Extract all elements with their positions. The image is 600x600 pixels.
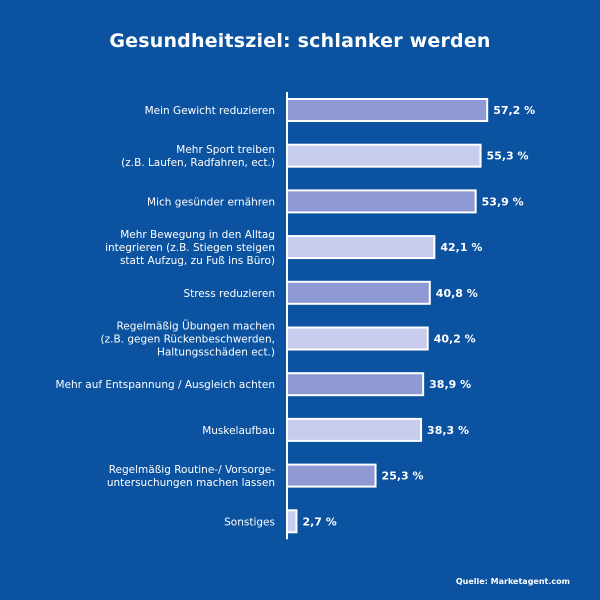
category-label-line: Muskelaufbau [202,425,275,437]
category-label: Regelmäßig Übungen machen (z.B. gegen Rüc… [101,320,275,359]
category-label-line: untersuchungen machen lassen [107,477,275,489]
bar-value-label: 57,2 % [493,104,535,117]
category-label: Regelmäßig Routine-/ Vorsorge-untersuchu… [107,464,275,489]
category-label-line: Mehr Sport treiben [176,144,275,156]
category-label: Stress reduzieren [183,288,275,300]
bar-value-label: 38,9 % [429,378,471,391]
bar-value-label: 2,7 % [302,515,336,528]
bar [286,98,489,122]
category-label: Mehr auf Entspannung / Ausgleich achten [55,379,275,391]
category-label-line: Mein Gewicht reduzieren [145,105,275,117]
chart-title: Gesundheitsziel: schlanker werden [109,30,491,52]
bar [286,326,429,351]
category-label: Mein Gewicht reduzieren [145,105,275,117]
category-label: Mehr Bewegung in den Alltag integrieren (… [105,229,275,267]
bar [286,417,423,442]
category-label-line: (z.B. gegen Rückenbeschwerden, [101,334,275,346]
category-label-line: Mehr Bewegung in den Alltag [120,229,275,241]
bar-value-label: 53,9 % [482,195,524,208]
category-label-line: (z.B. Laufen, Radfahren, ect.) [121,157,275,169]
category-label-line: Mehr auf Entspannung / Ausgleich achten [55,379,275,391]
category-label: Mich gesünder ernähren [147,196,275,208]
category-label: Mehr Sport treiben (z.B. Laufen, Radfahre… [121,144,275,169]
category-label-line: Stress reduzieren [183,288,275,300]
category-label: Sonstiges [224,516,275,528]
category-label-line: integrieren (z.B. Stiegen steigen [105,242,275,254]
bar-value-label: 42,1 % [440,241,482,254]
bar [286,189,477,214]
category-label-line: Sonstiges [224,516,275,528]
category-label: Muskelaufbau [202,425,275,437]
bar-value-label: 40,2 % [434,333,476,346]
bar [286,143,482,168]
category-label-line: Mich gesünder ernähren [147,196,275,208]
bar [286,372,425,397]
category-label-line: Regelmäßig Übungen machen [116,320,275,333]
category-label-line: Haltungsschäden ect.) [157,347,275,359]
bar-value-label: 40,8 % [436,287,478,300]
bar-value-label: 38,3 % [427,424,469,437]
bar [286,280,431,305]
bar-value-label: 55,3 % [487,150,529,163]
category-label-line: statt Aufzug, zu Fuß ins Büro) [120,255,275,267]
bar [286,509,298,534]
bar-value-label: 25,3 % [382,470,424,483]
source-note: Quelle: Marketagent.com [455,577,570,586]
bar [286,235,436,260]
bar [286,463,377,488]
category-label-line: Regelmäßig Routine-/ Vorsorge- [109,464,275,476]
